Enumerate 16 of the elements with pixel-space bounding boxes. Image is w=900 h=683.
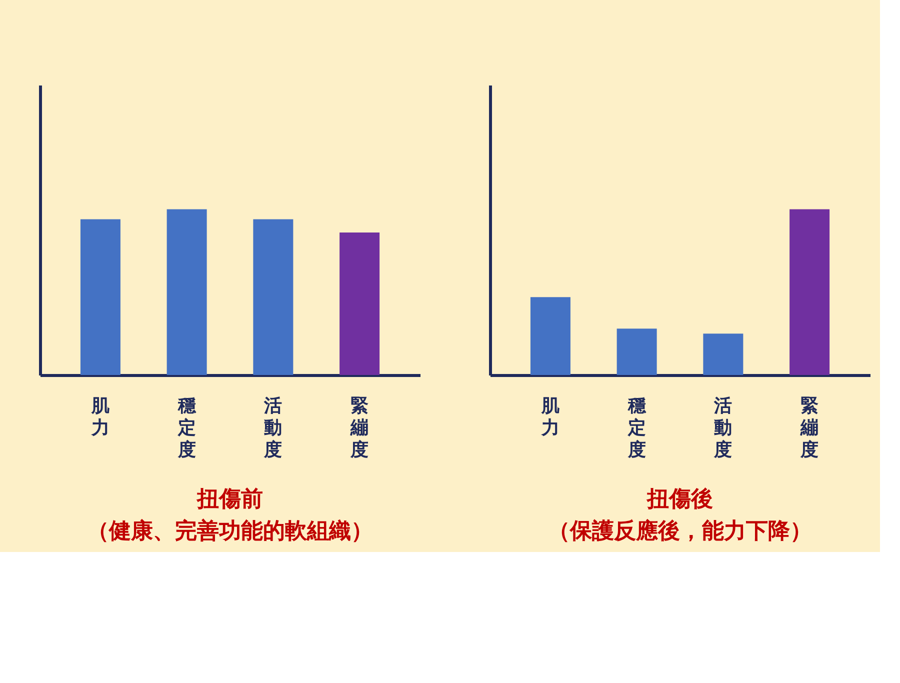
bar: [530, 297, 570, 375]
bar: [616, 328, 657, 375]
text: （健康、完善功能的軟組織）: [87, 518, 373, 544]
bar: [790, 209, 830, 375]
x-tick-label: 肌力: [540, 396, 560, 438]
text: （保護反應後，能力下降）: [548, 518, 812, 544]
text: 扭傷後: [646, 487, 713, 512]
text: 扭傷前: [196, 487, 263, 512]
x-tick-label: 穩定度: [626, 396, 647, 460]
x-tick-label: 活動度: [713, 396, 732, 460]
x-tick-label: 緊繃度: [800, 396, 819, 460]
bar: [703, 334, 744, 375]
x-tick-label: 緊繃度: [350, 396, 369, 460]
x-tick-label: 活動度: [263, 396, 282, 460]
x-tick-label: 肌力: [90, 396, 110, 438]
x-tick-label: 穩定度: [176, 396, 197, 460]
